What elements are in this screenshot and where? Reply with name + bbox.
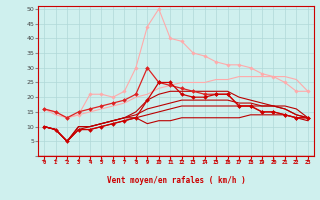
X-axis label: Vent moyen/en rafales ( km/h ): Vent moyen/en rafales ( km/h ): [107, 176, 245, 185]
